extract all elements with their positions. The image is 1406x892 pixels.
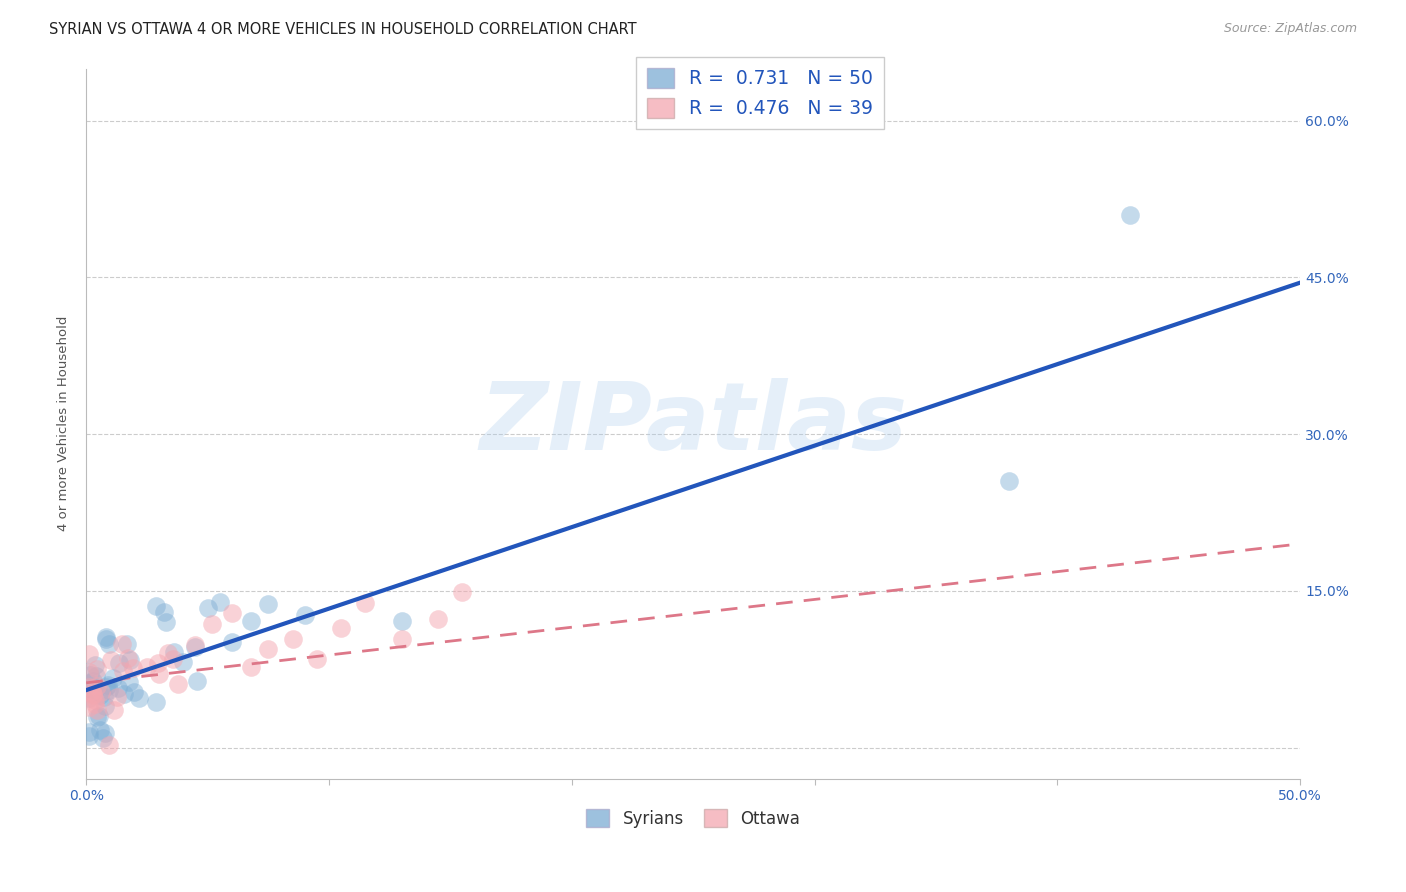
Point xyxy=(354,595,377,609)
Point xyxy=(82,687,104,701)
Point xyxy=(118,675,141,690)
Point xyxy=(305,652,328,666)
Point xyxy=(97,678,120,692)
Point xyxy=(94,632,117,646)
Text: SYRIAN VS OTTAWA 4 OR MORE VEHICLES IN HOUSEHOLD CORRELATION CHART: SYRIAN VS OTTAWA 4 OR MORE VEHICLES IN H… xyxy=(49,22,637,37)
Point xyxy=(77,647,100,661)
Point xyxy=(82,689,104,703)
Point xyxy=(86,663,108,677)
Point xyxy=(93,726,115,740)
Point xyxy=(82,673,104,688)
Point xyxy=(90,685,112,699)
Point xyxy=(77,690,100,705)
Point xyxy=(257,642,280,657)
Point xyxy=(86,703,108,717)
Point xyxy=(221,607,243,621)
Point xyxy=(84,669,107,683)
Point xyxy=(128,691,150,706)
Point xyxy=(120,653,142,667)
Point xyxy=(77,665,100,679)
Point xyxy=(111,637,134,651)
Legend: Syrians, Ottawa: Syrians, Ottawa xyxy=(579,803,807,835)
Point xyxy=(145,695,167,709)
Point xyxy=(1119,208,1142,222)
Y-axis label: 4 or more Vehicles in Household: 4 or more Vehicles in Household xyxy=(58,316,70,532)
Point xyxy=(111,665,134,679)
Point xyxy=(148,667,170,681)
Point xyxy=(84,697,107,711)
Point xyxy=(148,656,170,670)
Point xyxy=(294,608,316,623)
Point xyxy=(86,679,108,693)
Point xyxy=(221,635,243,649)
Point xyxy=(281,632,304,647)
Point xyxy=(103,703,125,717)
Point xyxy=(89,709,111,723)
Point xyxy=(105,690,128,704)
Point xyxy=(197,601,219,615)
Point xyxy=(89,688,111,702)
Point xyxy=(82,684,104,698)
Text: ZIPatlas: ZIPatlas xyxy=(479,377,907,470)
Point xyxy=(86,710,108,724)
Point xyxy=(112,687,135,701)
Point xyxy=(96,630,118,644)
Point xyxy=(162,644,184,658)
Point xyxy=(391,632,413,646)
Point xyxy=(201,617,224,632)
Point xyxy=(167,677,190,691)
Point xyxy=(96,681,118,695)
Point xyxy=(451,585,474,599)
Point xyxy=(172,655,194,669)
Point xyxy=(257,597,280,611)
Point xyxy=(427,612,450,626)
Point xyxy=(77,681,100,695)
Point xyxy=(84,657,107,672)
Point xyxy=(122,685,145,699)
Point xyxy=(155,615,177,629)
Point xyxy=(77,725,100,739)
Point xyxy=(186,673,208,688)
Point xyxy=(108,656,131,670)
Point xyxy=(208,595,231,609)
Point xyxy=(135,659,157,673)
Point xyxy=(91,731,114,745)
Point xyxy=(101,671,124,685)
Point xyxy=(153,605,176,619)
Point xyxy=(97,738,120,752)
Point xyxy=(122,661,145,675)
Point xyxy=(77,729,100,743)
Point xyxy=(157,646,180,660)
Point xyxy=(117,651,139,665)
Point xyxy=(162,652,184,666)
Point xyxy=(83,693,105,707)
Point xyxy=(330,621,353,635)
Point xyxy=(82,683,104,698)
Point xyxy=(391,614,413,628)
Point xyxy=(93,690,115,705)
Point xyxy=(107,681,129,695)
Point xyxy=(98,682,121,697)
Point xyxy=(97,637,120,651)
Point xyxy=(77,676,100,690)
Point xyxy=(145,599,167,613)
Point xyxy=(184,638,207,652)
Point xyxy=(77,700,100,714)
Point xyxy=(997,474,1019,488)
Text: Source: ZipAtlas.com: Source: ZipAtlas.com xyxy=(1223,22,1357,36)
Point xyxy=(100,653,122,667)
Point xyxy=(240,614,263,628)
Point xyxy=(79,668,101,682)
Point xyxy=(83,683,105,698)
Point xyxy=(240,660,263,674)
Point xyxy=(184,640,207,655)
Point xyxy=(94,699,117,714)
Point xyxy=(89,723,111,737)
Point xyxy=(115,637,138,651)
